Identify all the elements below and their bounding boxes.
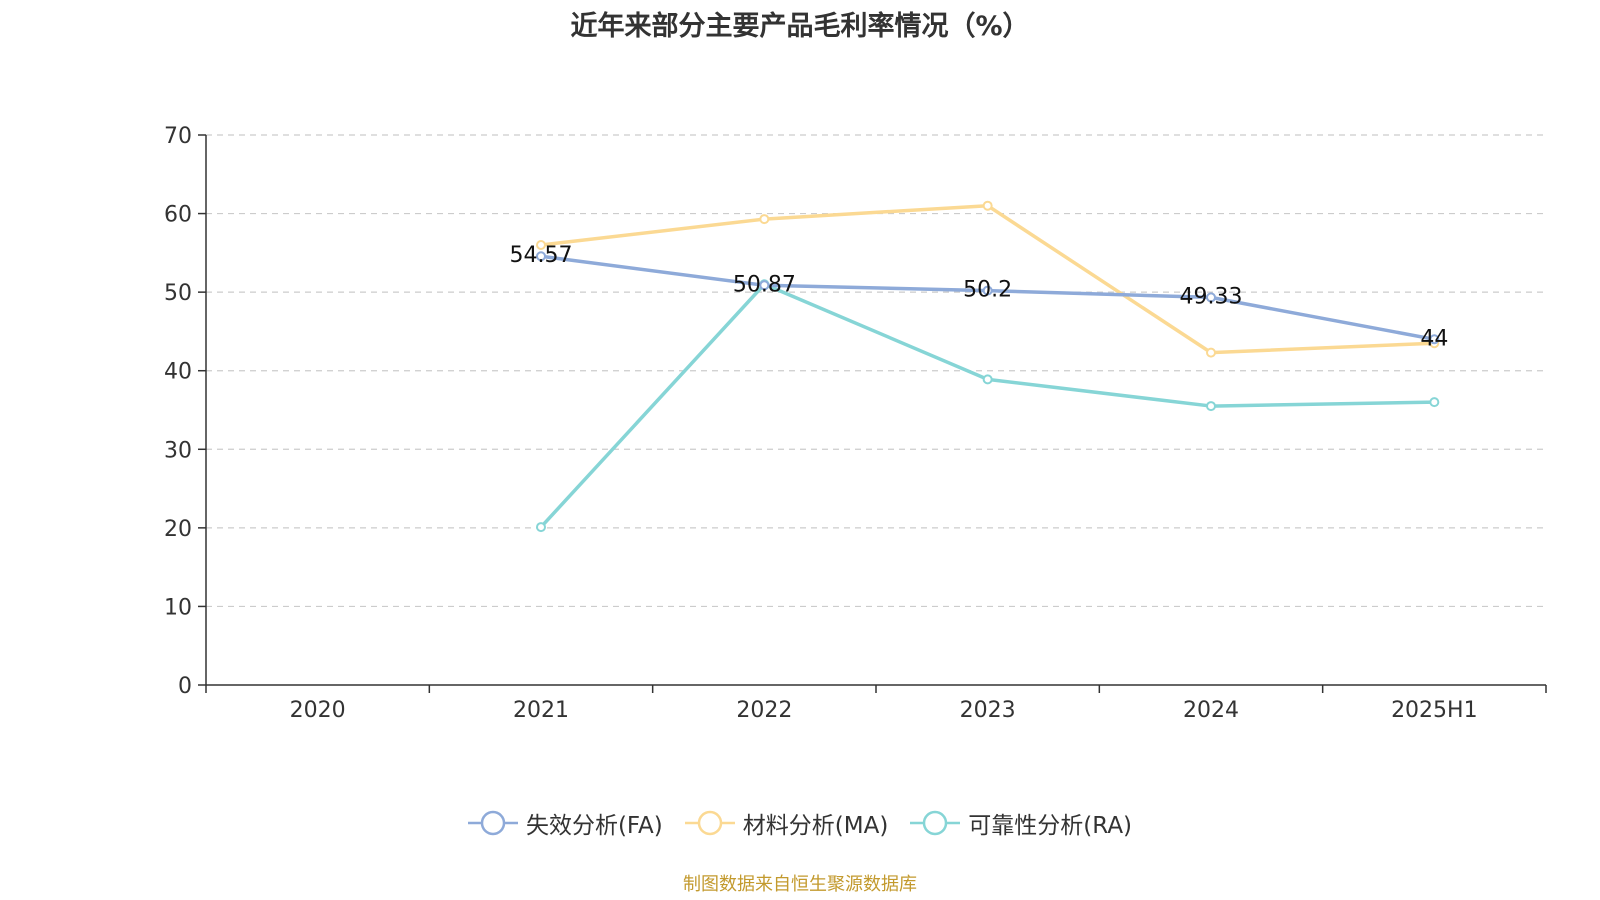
legend-marker-icon xyxy=(467,810,518,836)
legend-label: 可靠性分析(RA) xyxy=(968,813,1133,839)
legend-circle xyxy=(697,810,723,836)
data-label: 49.33 xyxy=(1180,284,1243,309)
data-point xyxy=(1206,347,1216,358)
data-point xyxy=(536,522,546,533)
x-tick-label: 2020 xyxy=(290,698,346,723)
y-tick-label: 40 xyxy=(164,360,192,385)
data-point xyxy=(982,285,993,296)
data-label: 44 xyxy=(1420,326,1448,351)
data-point xyxy=(1206,401,1216,412)
chart-title: 近年来部分主要产品毛利率情况（%） xyxy=(570,11,1030,42)
legend-label: 失效分析(FA) xyxy=(525,813,663,839)
x-tick-label: 2022 xyxy=(736,698,792,723)
data-point xyxy=(982,374,993,385)
axes: 0 10 20 30 40 50 60 70 2020 2021 2022 2023 2024 2025H… xyxy=(164,124,1547,723)
data-point xyxy=(536,240,546,250)
data-label: 54.57 xyxy=(510,243,573,268)
y-tick-label: 20 xyxy=(164,517,192,542)
data-label: 50.2 xyxy=(963,278,1012,303)
data-label: 50.87 xyxy=(733,272,796,297)
grid-lines xyxy=(206,134,1546,608)
y-tick-label: 0 xyxy=(178,674,192,699)
legend: 失效分析(FA) 材料分析(MA) 可靠性分析(RA) xyxy=(0,806,1600,840)
x-tick-label: 2023 xyxy=(960,698,1016,723)
x-tick-label: 2024 xyxy=(1183,698,1239,723)
legend-circle xyxy=(923,810,948,836)
data-point xyxy=(536,251,546,262)
legend-marker-icon xyxy=(910,810,961,836)
data-point xyxy=(759,280,770,291)
y-tick-label: 70 xyxy=(164,124,192,149)
legend-item[interactable]: 材料分析(MA) xyxy=(684,806,889,840)
legend-item[interactable]: 可靠性分析(RA) xyxy=(910,806,1132,840)
data-point xyxy=(1429,334,1440,345)
legend-circle xyxy=(480,810,506,836)
y-tick-label: 60 xyxy=(164,203,192,228)
legend-item[interactable]: 失效分析(FA) xyxy=(467,806,663,840)
legend-marker-icon xyxy=(684,810,735,836)
source-note: 制图数据来自恒生聚源数据库 xyxy=(683,874,917,895)
data-point xyxy=(982,200,993,211)
data-point xyxy=(1429,397,1440,408)
data-point xyxy=(1206,292,1216,303)
series-line xyxy=(539,282,1435,529)
y-tick-label: 50 xyxy=(164,281,192,306)
legend-label: 材料分析(MA) xyxy=(742,813,889,839)
data-labels: 54.57 50.87 50.2 49.33 44 xyxy=(510,243,1449,351)
data-point xyxy=(759,214,770,225)
x-tick-label: 2021 xyxy=(513,698,569,723)
y-tick-label: 30 xyxy=(164,438,192,463)
series-lines xyxy=(536,200,1440,533)
y-tick-label: 10 xyxy=(164,595,192,620)
x-tick-label: 2025H1 xyxy=(1391,698,1478,723)
